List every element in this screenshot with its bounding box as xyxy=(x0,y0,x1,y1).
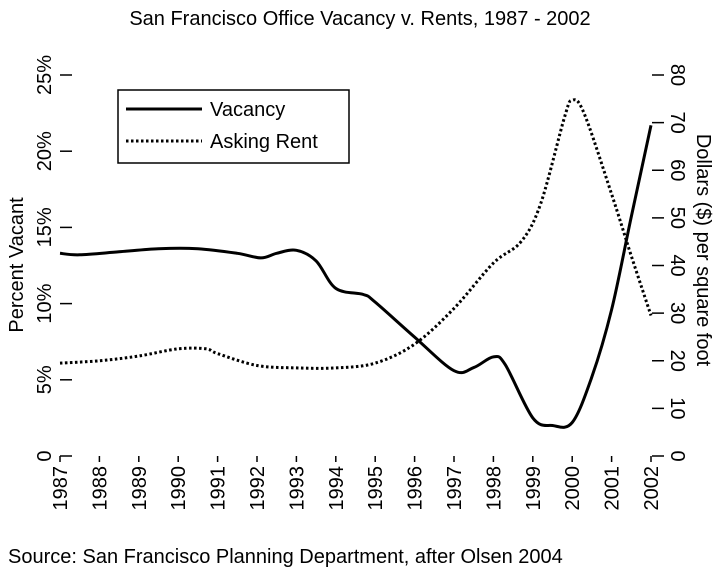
x-tick-label-5: 1992 xyxy=(247,466,269,511)
x-tick-label-10: 1997 xyxy=(444,466,466,511)
right-tick-label-1: 10 xyxy=(666,397,688,419)
series-line-vacancy xyxy=(59,124,653,429)
x-tick-label-0: 1987 xyxy=(50,466,72,511)
right-tick-label-5: 50 xyxy=(666,207,688,229)
right-tick-label-6: 60 xyxy=(666,159,688,181)
x-tick-label-13: 2000 xyxy=(562,466,584,511)
right-tick-label-8: 80 xyxy=(666,64,688,86)
x-tick-label-14: 2001 xyxy=(602,466,624,511)
left-tick-label-4: 20% xyxy=(34,131,56,171)
x-tick-label-7: 1994 xyxy=(326,466,348,511)
left-tick-label-5: 25% xyxy=(34,55,56,95)
x-tick-label-11: 1998 xyxy=(483,466,505,511)
x-tick-label-2: 1989 xyxy=(129,466,151,511)
right-tick-label-7: 70 xyxy=(666,112,688,134)
left-tick-label-2: 10% xyxy=(34,283,56,323)
x-axis-ticks: 1987 1988 1989 1990 1991 1992 1993 1994 1995 1996… xyxy=(50,456,663,511)
left-tick-label-0: 0 xyxy=(34,450,56,461)
right-axis-ticks: 0 10 20 30 40 50 60 70 80 xyxy=(652,64,688,462)
x-tick-label-3: 1990 xyxy=(168,466,190,511)
series-line-asking-rent xyxy=(59,98,653,370)
left-axis-ticks: 0 5% 10% 15% 20% 25% xyxy=(34,55,72,462)
legend-box xyxy=(117,89,350,164)
legend-label-asking-rent: Asking Rent xyxy=(210,131,318,153)
x-tick-label-12: 1999 xyxy=(523,466,545,511)
x-tick-label-1: 1988 xyxy=(89,466,111,511)
left-tick-label-3: 15% xyxy=(34,207,56,247)
legend-label-vacancy: Vacancy xyxy=(210,99,285,121)
x-tick-label-15: 2002 xyxy=(641,466,663,511)
left-tick-label-1: 5% xyxy=(34,365,56,394)
x-tick-label-8: 1995 xyxy=(365,466,387,511)
x-tick-label-9: 1996 xyxy=(405,466,427,511)
x-tick-label-6: 1993 xyxy=(286,466,308,511)
right-tick-label-2: 20 xyxy=(666,350,688,372)
right-tick-label-0: 0 xyxy=(666,450,688,461)
right-tick-label-3: 30 xyxy=(666,302,688,324)
chart-title: San Francisco Office Vacancy v. Rents, 1… xyxy=(129,8,590,30)
left-axis-label: Percent Vacant xyxy=(6,197,28,333)
legend: Vacancy Asking Rent xyxy=(117,89,350,164)
source-note: Source: San Francisco Planning Departmen… xyxy=(8,546,563,568)
right-axis-label: Dollars ($) per square foot xyxy=(692,134,714,367)
x-tick-label-4: 1991 xyxy=(208,466,230,511)
right-tick-label-4: 40 xyxy=(666,254,688,276)
